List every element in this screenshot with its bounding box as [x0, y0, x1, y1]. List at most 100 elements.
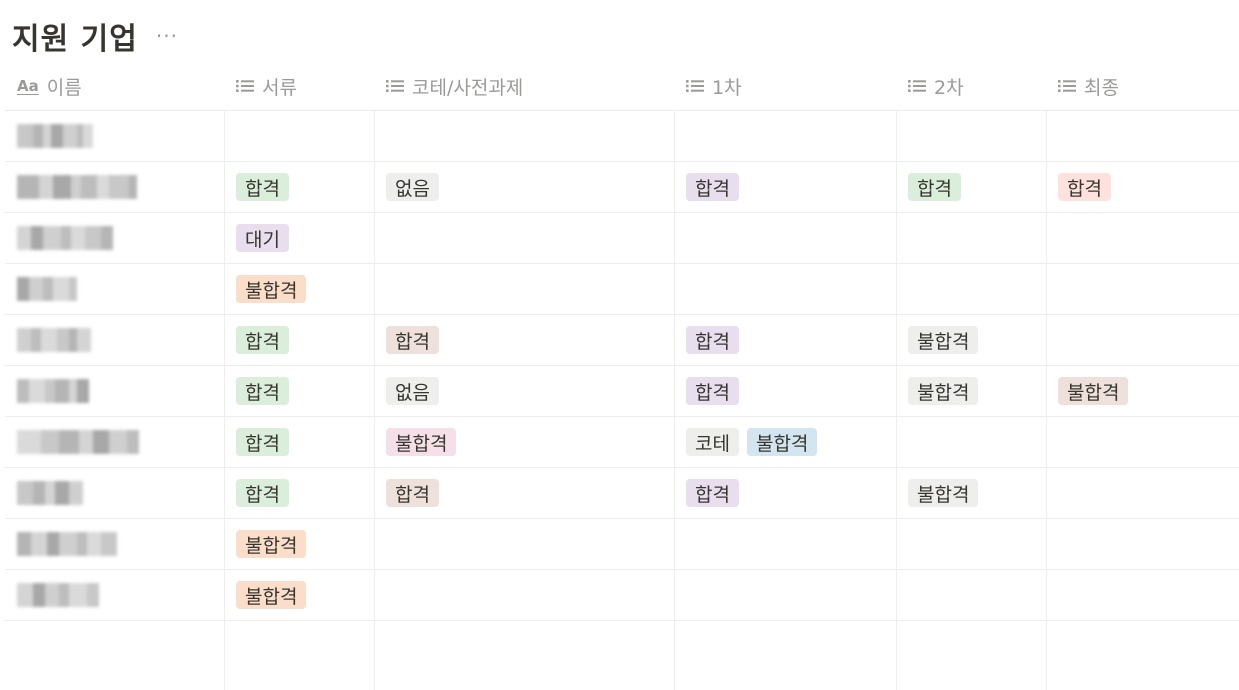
column-header-name[interactable]: Aa 이름: [17, 62, 82, 110]
name-cell-redacted[interactable]: [17, 519, 117, 569]
status-tag: 합격: [236, 326, 289, 354]
cell-r1[interactable]: 합격: [686, 366, 747, 416]
column-header-label: 1차: [712, 76, 742, 99]
column-header-label: 이름: [46, 76, 82, 99]
cell-test[interactable]: 합격: [386, 468, 447, 518]
cell-r2[interactable]: 합격: [908, 162, 969, 212]
status-tag: 코테: [686, 428, 739, 456]
cell-final[interactable]: 합격: [1058, 162, 1119, 212]
status-tag: 불합격: [236, 275, 307, 303]
redacted-name: [17, 481, 83, 505]
name-cell-redacted[interactable]: [17, 417, 139, 467]
column-header-label: 서류: [262, 76, 297, 99]
list-icon: [908, 79, 926, 93]
cell-r2[interactable]: 불합격: [908, 366, 986, 416]
name-cell-redacted[interactable]: [17, 315, 91, 365]
name-cell-redacted[interactable]: [17, 111, 93, 161]
status-tag: 합격: [686, 173, 739, 201]
table-row[interactable]: 불합격: [5, 570, 1239, 621]
status-tag: 합격: [686, 479, 739, 507]
name-cell-redacted[interactable]: [17, 366, 89, 416]
status-tag: 불합격: [908, 479, 979, 507]
page-header: 지원 기업 ···: [12, 14, 178, 58]
redacted-name: [17, 226, 113, 250]
table-row[interactable]: 합격 불합격 코테 불합격: [5, 417, 1239, 468]
cell-test[interactable]: 없음: [386, 162, 447, 212]
cell-test[interactable]: 없음: [386, 366, 447, 416]
list-icon: [1058, 79, 1076, 93]
column-header-label: 코테/사전과제: [412, 76, 524, 99]
name-cell-redacted[interactable]: [17, 213, 113, 263]
redacted-name: [17, 430, 139, 454]
cell-doc[interactable]: 대기: [236, 213, 297, 263]
more-options-icon[interactable]: ···: [155, 24, 178, 48]
status-tag: 합격: [686, 377, 739, 405]
table-row[interactable]: 대기: [5, 213, 1239, 264]
status-tag: 합격: [908, 173, 961, 201]
column-header-doc[interactable]: 서류: [236, 62, 297, 110]
status-tag: 합격: [236, 377, 289, 405]
cell-final[interactable]: 불합격: [1058, 366, 1136, 416]
cell-test[interactable]: 불합격: [386, 417, 464, 467]
cell-doc[interactable]: 합격: [236, 417, 297, 467]
cell-doc[interactable]: 합격: [236, 468, 297, 518]
column-header-label: 2차: [934, 76, 964, 99]
column-header-final[interactable]: 최종: [1058, 62, 1119, 110]
name-cell-redacted[interactable]: [17, 570, 99, 620]
cell-doc[interactable]: 합격: [236, 315, 297, 365]
status-tag: 불합격: [386, 428, 457, 456]
redacted-name: [17, 277, 77, 301]
list-icon: [236, 79, 254, 93]
cell-r1[interactable]: 합격: [686, 315, 747, 365]
cell-test[interactable]: 합격: [386, 315, 447, 365]
redacted-name: [17, 124, 93, 148]
status-tag: 합격: [686, 326, 739, 354]
cell-doc[interactable]: 불합격: [236, 570, 314, 620]
table-row[interactable]: 합격 합격 합격 불합격: [5, 315, 1239, 366]
name-cell-redacted[interactable]: [17, 468, 83, 518]
status-tag: 대기: [236, 224, 289, 252]
column-divider: [1046, 110, 1047, 690]
status-tag: 불합격: [1058, 377, 1129, 405]
cell-r1[interactable]: 합격: [686, 162, 747, 212]
cell-r1[interactable]: 코테 불합격: [686, 417, 825, 467]
redacted-name: [17, 379, 89, 403]
status-tag: 없음: [386, 377, 439, 405]
status-tag: 불합격: [236, 581, 307, 609]
aa-title-icon: Aa: [17, 77, 39, 95]
table-row[interactable]: [5, 111, 1239, 162]
table-row[interactable]: 불합격: [5, 519, 1239, 570]
column-header-r1[interactable]: 1차: [686, 62, 742, 110]
status-tag: 불합격: [746, 428, 818, 456]
name-cell-redacted[interactable]: [17, 264, 77, 314]
status-tag: 불합격: [236, 530, 307, 558]
page-title: 지원 기업: [12, 22, 138, 57]
cell-doc[interactable]: 합격: [236, 366, 297, 416]
table-row[interactable]: 합격 없음 합격 불합격 불합격: [5, 366, 1239, 417]
table-row[interactable]: 합격 합격 합격 불합격: [5, 468, 1239, 519]
column-header-test[interactable]: 코테/사전과제: [386, 62, 523, 110]
name-cell-redacted[interactable]: [17, 162, 137, 212]
status-tag: 합격: [236, 479, 289, 507]
column-header-label: 최종: [1084, 76, 1119, 99]
status-tag: 불합격: [908, 326, 979, 354]
table-row[interactable]: 합격 없음 합격 합격 합격: [5, 162, 1239, 213]
redacted-name: [17, 583, 99, 607]
cell-r2[interactable]: 불합격: [908, 315, 986, 365]
column-divider: [896, 110, 897, 690]
column-header-r2[interactable]: 2차: [908, 62, 964, 110]
table-row[interactable]: 불합격: [5, 264, 1239, 315]
list-icon: [686, 79, 704, 93]
cell-doc[interactable]: 불합격: [236, 519, 314, 569]
status-tag: 불합격: [908, 377, 979, 405]
list-icon: [386, 79, 404, 93]
cell-doc[interactable]: 불합격: [236, 264, 314, 314]
column-divider: [374, 110, 375, 690]
cell-r2[interactable]: 불합격: [908, 468, 986, 518]
cell-r1[interactable]: 합격: [686, 468, 747, 518]
column-divider: [674, 110, 675, 690]
status-tag: 합격: [236, 428, 289, 456]
column-divider: [224, 110, 225, 690]
status-tag: 합격: [386, 479, 439, 507]
cell-doc[interactable]: 합격: [236, 162, 297, 212]
